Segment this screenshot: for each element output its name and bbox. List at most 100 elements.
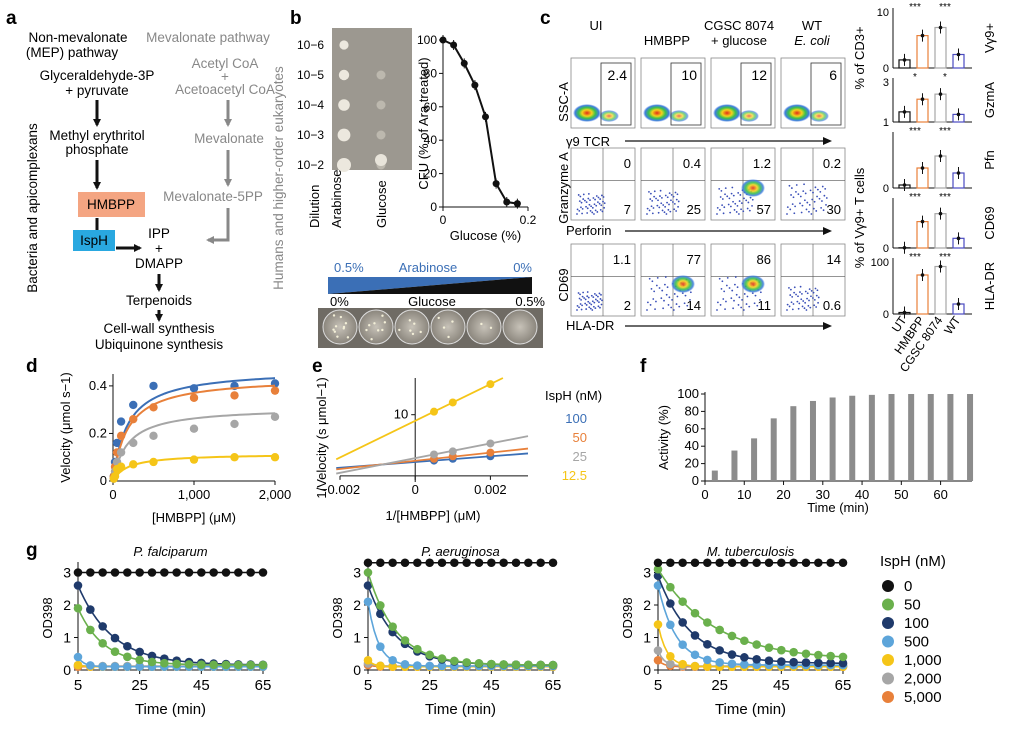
flow-event xyxy=(589,210,592,212)
col-title-glucose: + glucose xyxy=(711,33,767,48)
mevalonate-5pp: Mevalonate-5PP xyxy=(163,189,263,204)
g-point-100 xyxy=(110,633,120,643)
flow-event xyxy=(599,198,602,200)
flow-event xyxy=(806,297,808,300)
g-ylabel-2: OD398 xyxy=(620,597,635,638)
flow-event xyxy=(804,290,807,293)
flow-event xyxy=(804,192,807,195)
g-point-100 xyxy=(86,605,95,614)
g-legend-dot xyxy=(882,580,894,592)
flow-event xyxy=(716,213,718,215)
flow-event xyxy=(795,184,798,186)
flow-event xyxy=(593,301,596,304)
flow-event xyxy=(800,292,803,295)
plate-4 xyxy=(466,309,502,345)
flow-event xyxy=(721,204,724,207)
g-ytick-label: 0 xyxy=(63,662,71,678)
flow-event xyxy=(722,212,725,215)
flow-event xyxy=(724,308,726,311)
cellwall-label: Cell-wall synthesis xyxy=(103,321,214,336)
flow-event xyxy=(807,304,810,307)
flow-event xyxy=(796,300,799,303)
d-point-25 xyxy=(129,438,138,448)
flow-event xyxy=(721,280,724,283)
flow-event xyxy=(577,194,580,196)
flow-event xyxy=(664,276,667,278)
flow-gate-value: 6 xyxy=(829,67,837,83)
row1-ylabel: SSC-A xyxy=(556,82,571,122)
g-point-0 xyxy=(678,558,687,568)
flow-event xyxy=(813,298,816,301)
flow-event xyxy=(603,202,606,205)
plate-colony xyxy=(344,322,348,325)
f-bar xyxy=(711,470,718,481)
flow-event xyxy=(584,302,587,305)
flow-event xyxy=(667,208,670,211)
f-bar xyxy=(770,418,777,481)
flow-event xyxy=(801,204,804,207)
bar-row-label: Vγ9+ xyxy=(982,23,997,53)
d-fit-50 xyxy=(112,384,276,482)
flow-event xyxy=(602,200,604,203)
g-point-50 xyxy=(400,636,410,645)
cfu-ytick-label: 80 xyxy=(424,66,438,80)
g-point-0 xyxy=(160,568,169,577)
flow-event xyxy=(724,187,727,190)
g-curve-1,000 xyxy=(657,624,843,668)
f-xtick-label: 60 xyxy=(933,487,947,502)
flow-event xyxy=(732,194,735,197)
g-point-50 xyxy=(536,660,545,670)
flow-event xyxy=(588,302,591,304)
panel-d-kinetics: 0 0.2 0.4 0 1,000 2,000 [HMBPP] (μM) Velocity (… xyxy=(58,372,291,525)
g-legend-dot xyxy=(882,691,894,703)
g-legend-label: 1,000 xyxy=(904,652,942,669)
g-point-0 xyxy=(376,558,385,568)
flow-event xyxy=(733,209,736,211)
bar-ylabel-bottom: % of Vγ9+ T cells xyxy=(852,167,867,268)
flow-event xyxy=(795,293,797,296)
g-point-100 xyxy=(727,650,737,659)
flow-event xyxy=(586,207,589,210)
flow-event xyxy=(590,303,593,306)
flow-event xyxy=(586,295,589,298)
flow-summary-bars: 0 10 *** *** Vγ9+ 1 3 * * GzmA 0 *** *** Pfn 0 *** *** CD… xyxy=(871,2,997,375)
bar-ytick-label: 0 xyxy=(883,183,889,195)
flow-density-blob xyxy=(741,275,765,293)
g-point-50 xyxy=(838,652,848,662)
flow-event xyxy=(820,207,823,209)
plate-3 xyxy=(430,309,466,345)
g-point-50 xyxy=(221,660,231,670)
flow-event xyxy=(598,301,600,304)
flow-event xyxy=(689,291,692,294)
mev-title: Mevalonate pathway xyxy=(146,30,270,45)
quadrant-value-top: 86 xyxy=(757,252,771,267)
flow-density-blob xyxy=(783,104,811,122)
g-point-100 xyxy=(666,599,675,608)
flow-event xyxy=(582,198,585,200)
d-ytick-label: 0.4 xyxy=(89,378,107,393)
g-point-50 xyxy=(110,647,120,656)
g-legend-label: 500 xyxy=(904,634,929,651)
g-legend-dot xyxy=(882,598,894,611)
flow-event xyxy=(738,200,741,202)
g-point-500 xyxy=(425,661,434,671)
g-point-50 xyxy=(715,625,724,635)
g-point-50 xyxy=(511,660,521,669)
flow-event xyxy=(651,212,654,215)
flow-event xyxy=(716,301,719,304)
g-point-0 xyxy=(246,568,255,577)
g-point-100 xyxy=(801,658,811,667)
flow-event xyxy=(816,188,819,191)
flow-event xyxy=(686,304,689,307)
g-point-500 xyxy=(110,662,120,672)
g-point-50 xyxy=(487,659,496,669)
g-xlabel-0: Time (min) xyxy=(135,701,206,718)
glc-left-label: 0% xyxy=(330,294,349,309)
g-point-50 xyxy=(826,651,835,661)
summary-point xyxy=(920,33,925,38)
flow-event xyxy=(735,293,738,296)
flow-event xyxy=(670,199,672,202)
flow-event xyxy=(651,280,654,283)
g-point-50 xyxy=(258,660,268,670)
flow-event xyxy=(646,309,648,311)
